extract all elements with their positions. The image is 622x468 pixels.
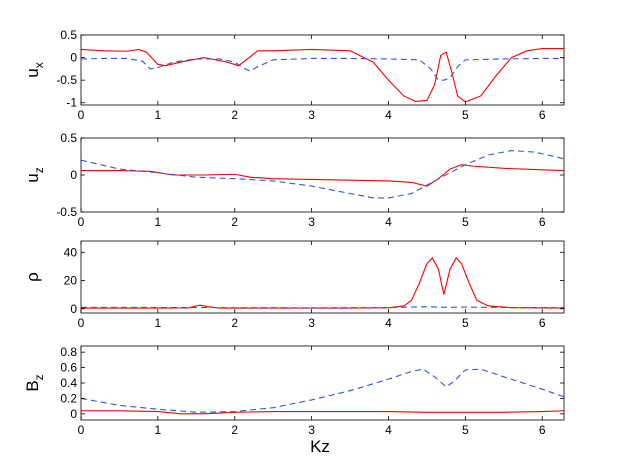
y-tick-label: 0.8 bbox=[60, 345, 77, 359]
x-tick-label: 3 bbox=[308, 316, 315, 330]
x-tick-label: 5 bbox=[462, 215, 469, 229]
x-tick-label: 5 bbox=[462, 423, 469, 437]
series-line-solid bbox=[81, 257, 564, 309]
y-tick-label: 0 bbox=[70, 51, 77, 65]
y-tick-label: 0 bbox=[70, 302, 77, 316]
series-line-dashed bbox=[81, 368, 564, 413]
x-tick-label: 0 bbox=[78, 423, 85, 437]
y-axis-label: uz bbox=[23, 167, 46, 182]
axes-frame bbox=[80, 137, 565, 213]
y-tick-label: 0.4 bbox=[60, 376, 77, 390]
series-line-solid bbox=[81, 410, 564, 415]
x-tick-label: 6 bbox=[539, 108, 546, 122]
series-line-solid bbox=[81, 164, 564, 187]
y-tick-label: 0 bbox=[70, 407, 77, 421]
axes-frame bbox=[80, 240, 565, 314]
x-tick-label: 3 bbox=[308, 423, 315, 437]
x-tick-label: 4 bbox=[385, 108, 392, 122]
y-tick-label: -0.5 bbox=[56, 73, 77, 87]
x-tick-label: 5 bbox=[462, 316, 469, 330]
y-tick-label: 0.6 bbox=[60, 361, 77, 375]
y-tick-label: 0.5 bbox=[60, 131, 77, 145]
x-tick-label: 0 bbox=[78, 215, 85, 229]
x-axis-label: Kz bbox=[310, 437, 330, 456]
x-tick-label: 3 bbox=[308, 215, 315, 229]
series-line-dashed bbox=[81, 150, 564, 199]
x-tick-label: 3 bbox=[308, 108, 315, 122]
y-tick-label: 40 bbox=[64, 245, 78, 259]
subplot-3: 0 1 2 3 4 5 6 40 20 0 ρ bbox=[23, 240, 565, 330]
x-tick-label: 0 bbox=[78, 316, 85, 330]
y-tick-label: 20 bbox=[64, 274, 78, 288]
x-tick-label: 4 bbox=[385, 423, 392, 437]
x-tick-label: 4 bbox=[385, 215, 392, 229]
y-tick-label: -1 bbox=[66, 96, 77, 110]
series-line-solid bbox=[81, 47, 564, 103]
x-tick-label: 1 bbox=[155, 108, 162, 122]
subplot-2: 0 1 2 3 4 5 60.50-0.5uz bbox=[23, 131, 565, 229]
x-tick-label: 0 bbox=[78, 108, 85, 122]
x-tick-label: 6 bbox=[539, 316, 546, 330]
y-axis-label: Bz bbox=[23, 374, 46, 391]
x-tick-label: 1 bbox=[155, 423, 162, 437]
axes-frame bbox=[80, 34, 565, 106]
y-axis-label: ux bbox=[23, 62, 46, 77]
x-tick-label: 1 bbox=[155, 215, 162, 229]
x-tick-label: 5 bbox=[462, 108, 469, 122]
x-tick-label: 2 bbox=[231, 316, 238, 330]
subplot-1: 0 1 2 3 4 5 6 0.5 0 -0.5 -1 ux bbox=[23, 28, 565, 122]
x-tick-label: 4 bbox=[385, 316, 392, 330]
series-line-dashed bbox=[81, 306, 564, 309]
y-tick-label: 0.2 bbox=[60, 391, 77, 405]
x-tick-label: 1 bbox=[155, 316, 162, 330]
series-line-dashed bbox=[81, 57, 564, 81]
y-axis-label: ρ bbox=[23, 272, 42, 282]
x-tick-label: 2 bbox=[231, 215, 238, 229]
y-tick-label: -0.5 bbox=[56, 205, 77, 219]
subplot-4: 0 1 2 3 4 5 6 0.8 0.60.40.2 0 Bz bbox=[23, 345, 565, 437]
x-tick-label: 2 bbox=[231, 108, 238, 122]
y-tick-label: 0 bbox=[70, 168, 77, 182]
x-tick-label: 2 bbox=[231, 423, 238, 437]
x-tick-label: 6 bbox=[539, 215, 546, 229]
x-tick-label: 6 bbox=[539, 423, 546, 437]
y-tick-label: 0.5 bbox=[60, 28, 77, 42]
